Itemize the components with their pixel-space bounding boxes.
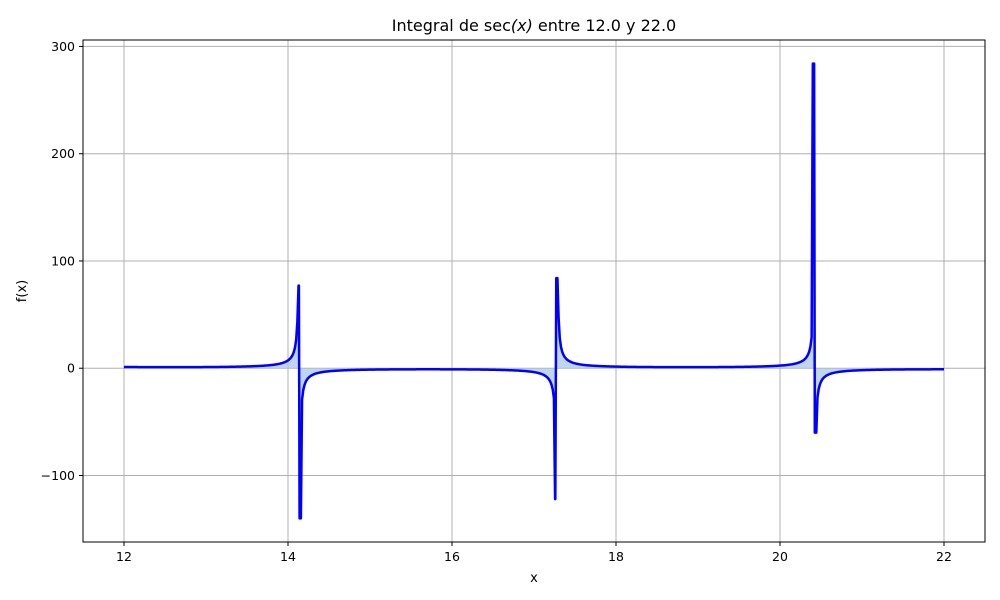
sec-curve — [123, 62, 945, 520]
x-tick-label: 20 — [772, 549, 788, 564]
chart-title: Integral de sec(x) entre 12.0 y 22.0 — [392, 16, 676, 35]
y-tick-label: 300 — [51, 39, 75, 54]
x-tick-label: 12 — [116, 549, 132, 564]
x-tick-label: 16 — [444, 549, 460, 564]
y-tick-label: 100 — [51, 253, 75, 268]
x-tick-label: 14 — [280, 549, 296, 564]
plot-frame — [82, 39, 986, 543]
x-axis-label: x — [530, 571, 538, 586]
x-axis-ticks: 12 14 16 18 20 22 — [116, 542, 952, 564]
y-axis-label: f(x) — [15, 280, 30, 302]
chart-title-mid: (x) — [511, 16, 533, 35]
y-tick-label: 200 — [51, 146, 75, 161]
chart-title-pre: Integral de sec — [392, 16, 511, 35]
grid — [83, 40, 985, 542]
y-tick-label: −100 — [41, 468, 75, 483]
x-tick-label: 22 — [936, 549, 952, 564]
y-axis-ticks: −100 0 100 200 300 — [41, 39, 83, 483]
integral-fill — [124, 63, 944, 519]
chart-title-post: entre 12.0 y 22.0 — [533, 16, 676, 35]
y-tick-label: 0 — [67, 361, 75, 376]
x-tick-label: 18 — [608, 549, 624, 564]
